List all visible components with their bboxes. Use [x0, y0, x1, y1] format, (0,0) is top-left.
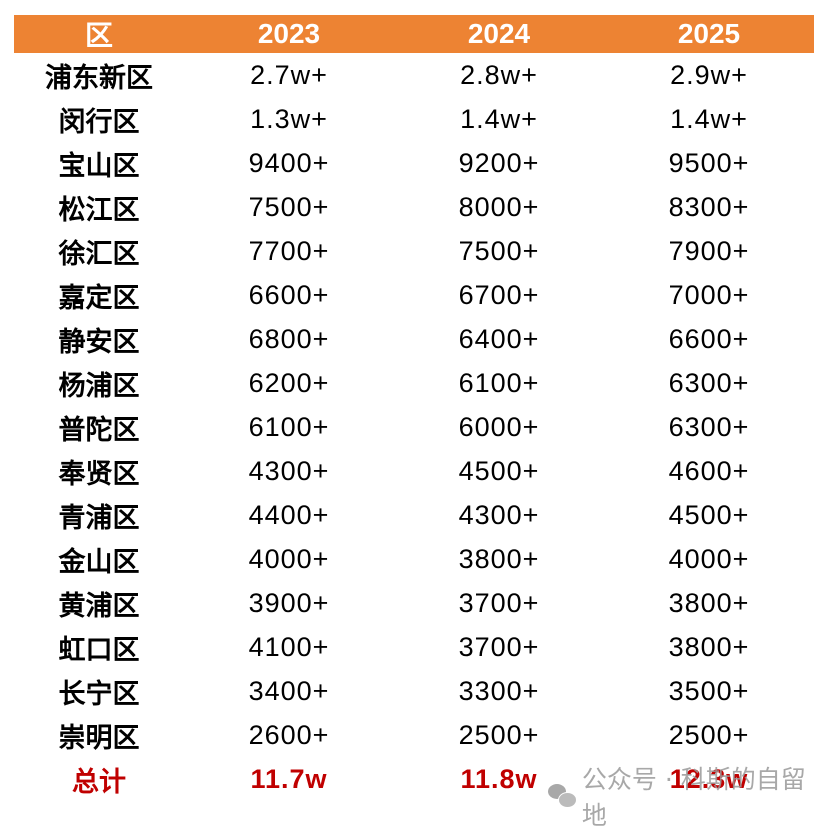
district-name: 虹口区 [58, 634, 140, 666]
district-name: 宝山区 [58, 150, 140, 182]
value-2025: 7000+ [668, 279, 750, 310]
table-row: 浦东新区 2.7w+ 2.8w+ 2.9w+ [14, 53, 814, 97]
value-2023: 2.7w+ [250, 59, 328, 90]
value-2023: 6200+ [248, 367, 330, 398]
table-row: 普陀区 6100+ 6000+ 6300+ [14, 405, 814, 449]
table-header: 区 2023 2024 2025 [14, 15, 814, 53]
district-name: 黄浦区 [58, 590, 140, 622]
value-2025: 6300+ [668, 367, 750, 398]
value-2023: 4000+ [248, 543, 330, 574]
value-2023: 3900+ [248, 587, 330, 618]
district-name: 奉贤区 [58, 458, 140, 490]
table-row: 长宁区 3400+ 3300+ 3500+ [14, 669, 814, 713]
table-row: 黄浦区 3900+ 3700+ 3800+ [14, 581, 814, 625]
value-2023: 4100+ [248, 631, 330, 662]
value-2024: 6100+ [458, 367, 540, 398]
value-2024: 1.4w+ [460, 103, 538, 134]
value-2023: 3400+ [248, 675, 330, 706]
table-row: 虹口区 4100+ 3700+ 3800+ [14, 625, 814, 669]
value-2023: 2600+ [248, 719, 330, 750]
value-2024: 6000+ [458, 411, 540, 442]
value-2025: 3500+ [668, 675, 750, 706]
value-2023: 4400+ [248, 499, 330, 530]
table-row: 松江区 7500+ 8000+ 8300+ [14, 185, 814, 229]
value-2025: 3800+ [668, 587, 750, 618]
total-2024: 11.8w [460, 763, 538, 794]
table-row: 宝山区 9400+ 9200+ 9500+ [14, 141, 814, 185]
value-2025: 4500+ [668, 499, 750, 530]
value-2025: 6300+ [668, 411, 750, 442]
district-name: 徐汇区 [58, 238, 140, 270]
value-2025: 3800+ [668, 631, 750, 662]
value-2025: 8300+ [668, 191, 750, 222]
total-2025: 12.3w [669, 763, 749, 794]
value-2025: 6600+ [668, 323, 750, 354]
district-name: 浦东新区 [45, 62, 153, 94]
district-name: 闵行区 [58, 106, 140, 138]
district-name: 嘉定区 [58, 282, 140, 314]
district-name: 杨浦区 [58, 370, 140, 402]
value-2024: 9200+ [458, 147, 540, 178]
district-name: 金山区 [58, 546, 140, 578]
total-row: 总计 11.7w 11.8w 12.3w [14, 757, 814, 801]
table-row: 徐汇区 7700+ 7500+ 7900+ [14, 229, 814, 273]
value-2025: 1.4w+ [670, 103, 748, 134]
value-2023: 6800+ [248, 323, 330, 354]
value-2024: 6400+ [458, 323, 540, 354]
district-name: 松江区 [58, 194, 140, 226]
district-table: 区 2023 2024 2025 浦东新区 2.7w+ 2.8w+ 2.9w+ 闵行区 1… [14, 15, 814, 801]
table-row: 闵行区 1.3w+ 1.4w+ 1.4w+ [14, 97, 814, 141]
value-2024: 3700+ [458, 631, 540, 662]
value-2024: 8000+ [458, 191, 540, 222]
value-2024: 6700+ [458, 279, 540, 310]
value-2024: 2.8w+ [460, 59, 538, 90]
header-2025: 2025 [677, 18, 741, 49]
table-row: 静安区 6800+ 6400+ 6600+ [14, 317, 814, 361]
total-label: 总计 [72, 766, 126, 798]
value-2023: 7700+ [248, 235, 330, 266]
header-2024: 2024 [467, 18, 531, 49]
table-row: 崇明区 2600+ 2500+ 2500+ [14, 713, 814, 757]
header-district: 区 [84, 20, 113, 51]
value-2024: 3800+ [458, 543, 540, 574]
total-2023: 11.7w [250, 763, 328, 794]
table-row: 金山区 4000+ 3800+ 4000+ [14, 537, 814, 581]
value-2025: 7900+ [668, 235, 750, 266]
value-2023: 6600+ [248, 279, 330, 310]
value-2025: 2.9w+ [670, 59, 748, 90]
district-name: 长宁区 [58, 678, 140, 710]
value-2025: 4600+ [668, 455, 750, 486]
district-name: 普陀区 [58, 414, 140, 446]
district-name: 青浦区 [58, 502, 140, 534]
value-2024: 2500+ [458, 719, 540, 750]
value-2025: 9500+ [668, 147, 750, 178]
value-2024: 4300+ [458, 499, 540, 530]
district-name: 崇明区 [58, 722, 140, 754]
value-2024: 7500+ [458, 235, 540, 266]
value-2024: 4500+ [458, 455, 540, 486]
value-2023: 4300+ [248, 455, 330, 486]
table-row: 嘉定区 6600+ 6700+ 7000+ [14, 273, 814, 317]
value-2025: 2500+ [668, 719, 750, 750]
value-2023: 7500+ [248, 191, 330, 222]
table-row: 青浦区 4400+ 4300+ 4500+ [14, 493, 814, 537]
value-2023: 9400+ [248, 147, 330, 178]
district-name: 静安区 [58, 326, 140, 358]
value-2024: 3700+ [458, 587, 540, 618]
table-row: 杨浦区 6200+ 6100+ 6300+ [14, 361, 814, 405]
value-2024: 3300+ [458, 675, 540, 706]
header-2023: 2023 [257, 18, 321, 49]
value-2025: 4000+ [668, 543, 750, 574]
table-row: 奉贤区 4300+ 4500+ 4600+ [14, 449, 814, 493]
value-2023: 6100+ [248, 411, 330, 442]
value-2023: 1.3w+ [250, 103, 328, 134]
